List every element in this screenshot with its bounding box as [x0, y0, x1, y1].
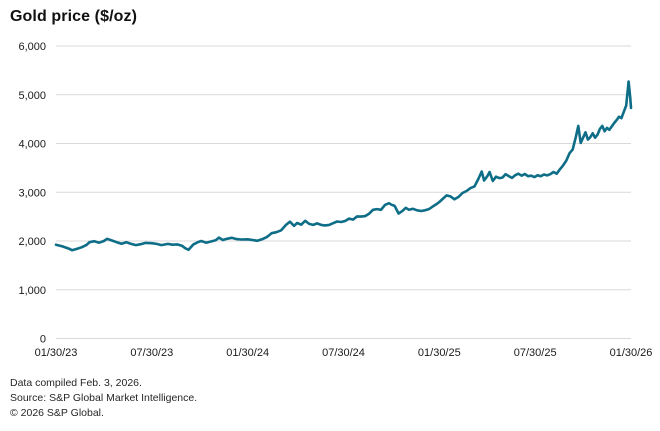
- x-axis-tick-label: 01/30/25: [418, 347, 461, 359]
- gridlines: [56, 45, 631, 339]
- footnote-data-compiled: Data compiled Feb. 3, 2026.: [10, 377, 142, 389]
- y-axis-tick-label: 1,000: [18, 285, 46, 297]
- x-axis-tick-label: 07/30/24: [322, 347, 365, 359]
- footnote: Data compiled Feb. 3, 2026. Source: S&P …: [10, 376, 197, 421]
- x-axis-tick-label: 01/30/26: [610, 347, 653, 359]
- footnote-copyright: © 2026 S&P Global.: [10, 407, 104, 419]
- y-axis-tick-label: 5,000: [18, 90, 46, 102]
- footnote-source: Source: S&P Global Market Intelligence.: [10, 392, 198, 404]
- x-axis-tick-label: 07/30/25: [514, 347, 557, 359]
- y-axis-tick-label: 2,000: [18, 236, 46, 248]
- y-axis-labels: 0 1,000 2,000 3,000 4,000 5,000 6,000: [18, 41, 46, 346]
- y-axis-tick-label: 6,000: [18, 41, 46, 53]
- x-axis-tick-label: 01/30/24: [226, 347, 269, 359]
- y-axis-tick-label: 4,000: [18, 139, 46, 151]
- x-axis-tick-label: 07/30/23: [130, 347, 173, 359]
- chart-title: Gold price ($/oz): [10, 8, 138, 25]
- price-line-series: [54, 80, 633, 252]
- y-axis-tick-label: 3,000: [18, 187, 46, 199]
- x-axis-tick-label: 01/30/23: [35, 347, 78, 359]
- x-axis-labels: 01/30/23 07/30/23 01/30/24 07/30/24 01/30/25…: [35, 347, 653, 359]
- y-axis-tick-label: 0: [40, 334, 46, 346]
